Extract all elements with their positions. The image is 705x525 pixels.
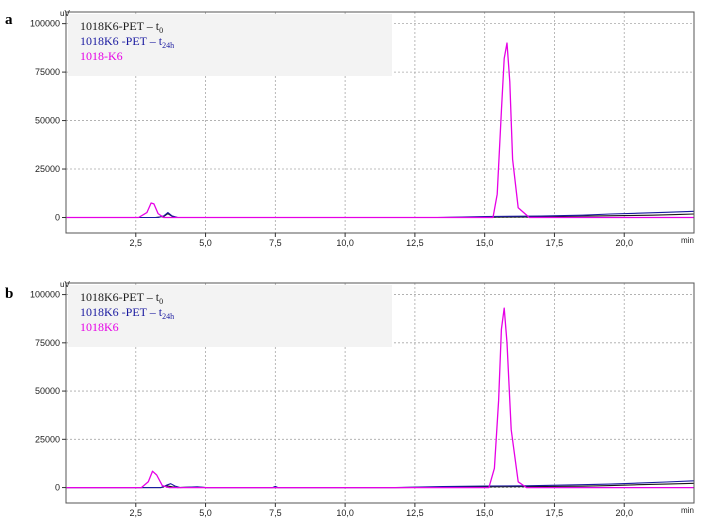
legend-entry-text: 1018K6-PET – t (80, 19, 160, 33)
series-line-k6 (66, 307, 694, 489)
x-tick-label: 5,0 (199, 238, 212, 248)
x-tick-label: 7,5 (269, 238, 282, 248)
panel-label: a (5, 12, 13, 28)
y-tick-label: 50000 (35, 116, 60, 126)
y-tick-label: 100000 (30, 19, 60, 29)
y-tick-label: 25000 (35, 434, 60, 444)
x-tick-label: 15,0 (476, 238, 494, 248)
plot-frame (65, 282, 695, 504)
legend-entry-text: 1018-K6 (80, 49, 123, 63)
legend-entry-subscript: 0 (159, 297, 163, 306)
plot-frame (65, 11, 695, 234)
x-unit-label: min (681, 236, 694, 245)
x-tick-label: 10,0 (336, 508, 354, 518)
legend-entry-k6: 1018-K6 (80, 49, 123, 63)
x-tick-label: 17,5 (546, 238, 564, 248)
x-tick-label: 15,0 (476, 508, 494, 518)
legend-entry-subscript: 0 (159, 26, 163, 35)
legend-entry-k6: 1018K6 (80, 320, 119, 334)
x-tick-label: 5,0 (199, 508, 212, 518)
y-tick-label: 50000 (35, 386, 60, 396)
y-tick-label: 75000 (35, 67, 60, 77)
y-tick-label: 0 (55, 212, 60, 222)
legend-entry-text: 1018K6 (80, 320, 119, 334)
x-tick-label: 2,5 (130, 508, 143, 518)
legend-entry-t0: 1018K6-PET – t0 (80, 290, 163, 306)
series-line-k6 (66, 42, 694, 219)
y-tick-label: 75000 (35, 338, 60, 348)
legend-entry-t24h: 1018K6 -PET – t24h (80, 34, 174, 50)
legend-entry-t24h: 1018K6 -PET – t24h (80, 305, 174, 321)
x-tick-label: 20,0 (615, 238, 633, 248)
y-tick-label: 25000 (35, 164, 60, 174)
y-tick-label: 100000 (30, 290, 60, 300)
legend-box (68, 285, 392, 347)
legend-entry-text: 1018K6-PET – t (80, 290, 160, 304)
legend-box (68, 14, 392, 76)
panel-label: b (5, 286, 13, 302)
x-unit-label: min (681, 506, 694, 515)
y-unit-label: uV (60, 280, 70, 289)
x-tick-label: 20,0 (615, 508, 633, 518)
y-tick-label: 0 (55, 483, 60, 493)
x-tick-label: 12,5 (406, 508, 424, 518)
x-tick-label: 12,5 (406, 238, 424, 248)
x-tick-label: 2,5 (130, 238, 143, 248)
legend-entry-subscript: 24h (162, 312, 174, 321)
legend-entry-text: 1018K6 -PET – t (80, 305, 163, 319)
legend-entry-t0: 1018K6-PET – t0 (80, 19, 163, 35)
x-tick-label: 7,5 (269, 508, 282, 518)
y-unit-label: uV (60, 9, 70, 18)
x-tick-label: 10,0 (336, 238, 354, 248)
legend-entry-subscript: 24h (162, 41, 174, 50)
legend-entry-text: 1018K6 -PET – t (80, 34, 163, 48)
x-tick-label: 17,5 (546, 508, 564, 518)
